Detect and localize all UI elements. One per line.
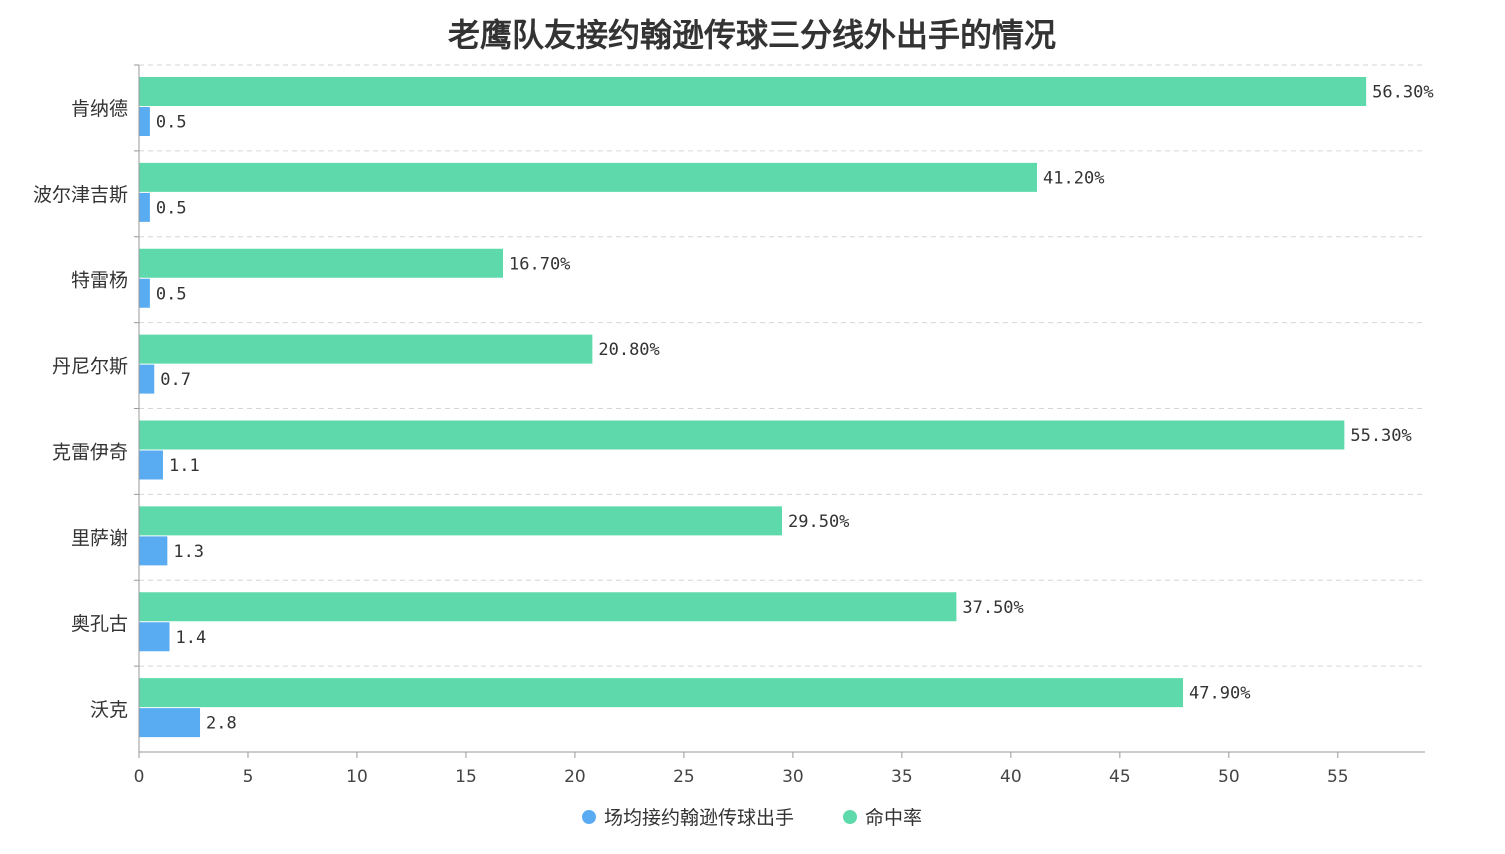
- bar-attempts-5[interactable]: [139, 536, 168, 566]
- data-label: 1.3: [173, 542, 204, 562]
- category-label: 奥孔古: [71, 613, 128, 635]
- category-label: 丹尼尔斯: [52, 356, 128, 378]
- x-axis: 0 5 10 15 20 25 30 35 40 45 50 55: [134, 65, 1425, 787]
- legend-label[interactable]: 场均接约翰逊传球出手: [604, 807, 794, 829]
- bar-fg-pct-2[interactable]: [139, 248, 504, 278]
- data-label: 41.20%: [1043, 168, 1104, 188]
- x-tick-label: 55: [1327, 767, 1349, 787]
- x-tick-label: 50: [1218, 767, 1240, 787]
- data-label: 37.50%: [962, 598, 1023, 618]
- x-tick-label: 15: [455, 767, 477, 787]
- legend-marker[interactable]: [843, 810, 857, 824]
- category-label: 克雷伊奇: [52, 441, 128, 463]
- x-tick-label: 5: [243, 767, 254, 787]
- data-label: 47.90%: [1189, 684, 1250, 704]
- data-label: 56.30%: [1372, 83, 1433, 103]
- bar-fg-pct-6[interactable]: [139, 592, 957, 622]
- data-label: 0.5: [156, 284, 187, 304]
- bar-fg-pct-4[interactable]: [139, 420, 1345, 450]
- legend-marker[interactable]: [582, 810, 596, 824]
- x-tick-label: 25: [673, 767, 695, 787]
- category-label: 沃克: [90, 699, 128, 721]
- data-label: 1.1: [169, 456, 200, 476]
- bar-attempts-3[interactable]: [139, 364, 155, 394]
- bar-attempts-6[interactable]: [139, 622, 170, 652]
- x-tick-label: 10: [346, 767, 368, 787]
- bar-fg-pct-5[interactable]: [139, 506, 782, 536]
- data-label: 1.4: [176, 628, 207, 648]
- bar-fg-pct-7[interactable]: [139, 678, 1184, 708]
- bar-attempts-1[interactable]: [139, 192, 150, 222]
- bar-attempts-7[interactable]: [139, 708, 201, 738]
- x-tick-label: 40: [1000, 767, 1022, 787]
- data-label: 2.8: [206, 714, 237, 734]
- data-label: 29.50%: [788, 512, 849, 532]
- data-label: 16.70%: [509, 254, 570, 274]
- bar-fg-pct-0[interactable]: [139, 77, 1367, 106]
- x-tick-label: 20: [564, 767, 586, 787]
- data-label: 20.80%: [598, 340, 659, 360]
- grid-lines: [139, 64, 1425, 667]
- category-label: 特雷杨: [71, 270, 128, 292]
- bars: 56.30% 0.5 41.20% 0.5 16.70% 0.5 20.80% 0.7 55.3…: [139, 77, 1434, 738]
- category-label: 肯纳德: [71, 98, 128, 120]
- bar-attempts-4[interactable]: [139, 450, 163, 480]
- data-label: 55.30%: [1350, 426, 1411, 446]
- legend-label[interactable]: 命中率: [865, 807, 922, 829]
- bar-attempts-2[interactable]: [139, 278, 150, 308]
- category-label: 里萨谢: [71, 527, 128, 549]
- category-label: 波尔津吉斯: [33, 184, 128, 206]
- data-label: 0.5: [156, 113, 187, 133]
- chart-title: 老鹰队友接约翰逊传球三分线外出手的情况: [448, 16, 1056, 54]
- legend[interactable]: 场均接约翰逊传球出手 命中率: [582, 807, 922, 829]
- x-tick-label: 35: [891, 767, 913, 787]
- bar-fg-pct-1[interactable]: [139, 162, 1038, 192]
- x-tick-label: 30: [782, 767, 804, 787]
- bar-fg-pct-3[interactable]: [139, 334, 593, 364]
- data-label: 0.7: [160, 370, 191, 390]
- data-label: 0.5: [156, 198, 187, 218]
- x-tick-label: 45: [1109, 767, 1131, 787]
- x-tick-label: 0: [134, 767, 145, 787]
- bar-attempts-0[interactable]: [139, 107, 150, 136]
